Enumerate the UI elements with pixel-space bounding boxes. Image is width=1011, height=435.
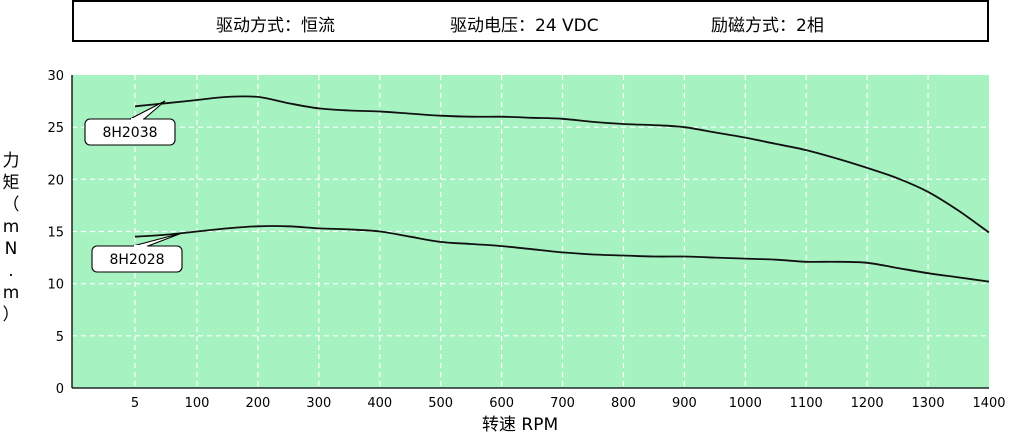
- x-tick-label: 800: [611, 396, 636, 411]
- x-tick-label: 1000: [729, 396, 762, 411]
- callout-box: [84, 118, 176, 146]
- y-axis-label-char: ）: [2, 305, 20, 325]
- y-tick-label: 0: [56, 382, 64, 397]
- y-axis-label-char: .: [8, 261, 14, 281]
- y-tick-label: 10: [47, 278, 64, 293]
- drive-conditions-box: 驱动方式：恒流 驱动电压：24 VDC 励磁方式：2相: [72, 0, 989, 42]
- x-tick-label: 100: [185, 396, 210, 411]
- callout-pointer: [132, 232, 183, 247]
- x-axis-ticks: 5 100 200 300 400 500 600 700 800 900 1000 1100 1200…: [131, 396, 1006, 411]
- x-tick-label: 700: [550, 396, 575, 411]
- y-axis-label-char: m: [2, 217, 20, 237]
- x-tick-label: 200: [246, 396, 271, 411]
- callout-8h2038: 8H2038: [84, 100, 176, 146]
- x-tick-label: 1400: [972, 396, 1005, 411]
- x-tick-label: 600: [489, 396, 514, 411]
- drive-mode-label: 驱动方式：恒流: [216, 16, 335, 36]
- y-axis-ticks: 0 5 10 15 20 25 30: [47, 69, 64, 397]
- y-axis-label-char: 矩: [2, 173, 20, 193]
- x-tick-label: 1100: [790, 396, 823, 411]
- plot-area: [72, 75, 989, 388]
- drive-voltage-label: 驱动电压：24 VDC: [450, 16, 599, 36]
- callout-label: 8H2028: [109, 252, 164, 268]
- x-tick-label: 1300: [912, 396, 945, 411]
- x-tick-label: 5: [131, 396, 139, 411]
- x-tick-label: 300: [306, 396, 331, 411]
- x-tick-label: 900: [672, 396, 697, 411]
- x-tick-label: 1200: [851, 396, 884, 411]
- series-lines: [134, 95, 990, 283]
- y-tick-label: 25: [47, 121, 64, 136]
- callout-pointer: [129, 100, 166, 120]
- y-tick-label: 15: [47, 226, 64, 241]
- x-axis-label: 转速 RPM: [482, 415, 559, 435]
- y-tick-label: 5: [56, 330, 64, 345]
- series-line-8h2038: [134, 95, 990, 234]
- y-axis-label-char: N: [4, 239, 18, 259]
- x-tick-label: 500: [428, 396, 453, 411]
- excitation-label: 励磁方式：2相: [711, 16, 824, 36]
- y-tick-label: 30: [47, 69, 64, 84]
- y-axis-label-char: 力: [2, 151, 20, 171]
- x-tick-label: 400: [367, 396, 392, 411]
- callout-8h2028: 8H2028: [91, 232, 183, 273]
- series-line-8h2028: [134, 225, 990, 283]
- y-tick-label: 20: [47, 173, 64, 188]
- y-axis-label-char: m: [2, 283, 20, 303]
- y-axis-label: 力矩（m N. m）: [0, 150, 22, 326]
- y-axis-label-char: （: [2, 195, 20, 215]
- callout-label: 8H2038: [102, 125, 157, 141]
- series-callouts: 8H2038 8H2028: [84, 100, 183, 273]
